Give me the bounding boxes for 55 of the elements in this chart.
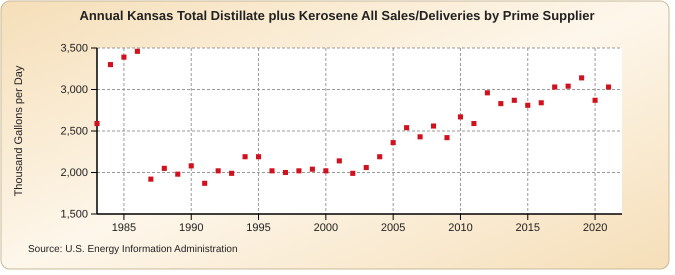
point [310, 166, 315, 172]
point [296, 168, 302, 174]
point [552, 84, 558, 90]
chart-title: Annual Kansas Total Distillate plus Kerosene All Sales/Deliveries by Prime Supplier [79, 8, 595, 23]
point [282, 170, 288, 176]
x-tick-label: 2005 [380, 222, 406, 234]
point [538, 100, 544, 106]
y-tick-label: 3,000 [60, 84, 88, 96]
y-tick-label: 3,500 [60, 42, 88, 55]
x-tick-label: 1985 [112, 222, 136, 234]
point [364, 164, 369, 170]
x-tick-label: 1990 [178, 222, 204, 234]
x-tick-label: 1995 [246, 222, 271, 234]
point [592, 98, 598, 103]
point [566, 84, 571, 89]
y-tick-label: 2,500 [60, 126, 88, 138]
point [390, 140, 396, 146]
point [418, 134, 423, 140]
point [471, 120, 476, 126]
point [94, 120, 100, 126]
point [162, 166, 167, 171]
point [269, 168, 275, 174]
y-tick-label: 2,000 [60, 167, 88, 180]
point [444, 135, 450, 140]
point [175, 172, 180, 177]
source-note: Source: U.S. Energy Information Administration [28, 244, 238, 255]
x-tick-label: 2020 [582, 222, 608, 234]
point [148, 176, 154, 182]
point [216, 168, 221, 174]
x-tick-label: 2015 [516, 222, 540, 234]
x-tick-label: 2010 [448, 222, 473, 234]
point [498, 101, 504, 106]
point [242, 154, 248, 160]
point [430, 123, 436, 129]
point [229, 170, 234, 176]
point [134, 48, 140, 54]
point [458, 114, 464, 120]
point [512, 98, 517, 103]
point [336, 158, 342, 164]
point [121, 54, 126, 60]
point [202, 180, 208, 186]
point [188, 163, 194, 168]
x-tick-label: 2000 [314, 222, 338, 234]
point [377, 154, 382, 160]
point [606, 84, 612, 90]
point [350, 170, 356, 176]
point [404, 125, 410, 130]
point [108, 62, 114, 68]
y-tick-label: 1,500 [60, 208, 88, 221]
point [323, 168, 328, 174]
point [484, 90, 490, 96]
point [525, 102, 530, 108]
point [256, 154, 262, 160]
point [579, 75, 584, 80]
y-axis-title: Thousand Gallons per Day [13, 65, 25, 196]
